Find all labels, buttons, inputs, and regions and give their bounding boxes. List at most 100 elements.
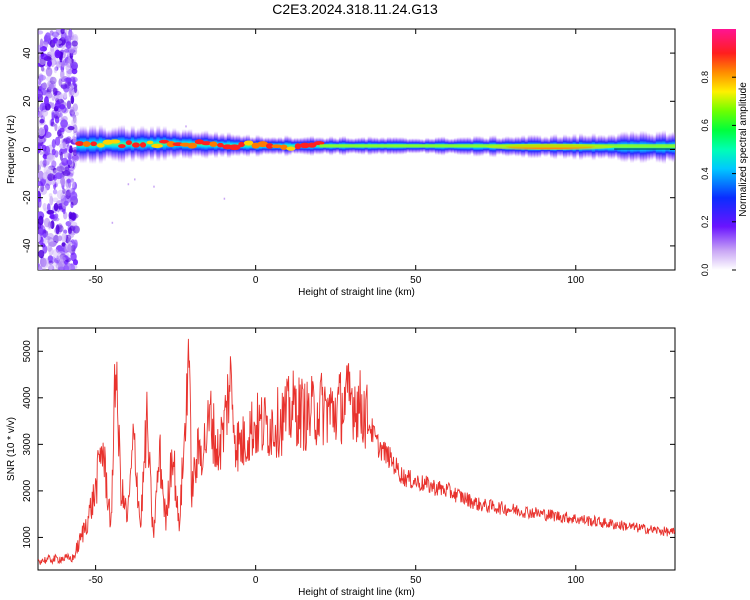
- noise-speck: [153, 185, 155, 188]
- band-peak: [166, 141, 176, 148]
- x-tick-label: 100: [567, 575, 584, 586]
- noise-speck: [38, 73, 44, 83]
- noise-speck: [65, 76, 72, 85]
- noise-speck: [63, 264, 70, 270]
- band-peak: [294, 143, 302, 150]
- noise-speck: [38, 170, 44, 180]
- noise-speck: [71, 221, 78, 227]
- band-peak: [209, 141, 218, 147]
- band-peak: [109, 139, 121, 144]
- band-peak: [280, 144, 288, 150]
- band-peak: [257, 141, 269, 148]
- band-peak: [238, 141, 245, 148]
- noise-speck: [56, 91, 62, 100]
- noise-speck: [52, 87, 58, 96]
- noise-speck: [41, 109, 49, 117]
- noise-speck: [71, 40, 78, 47]
- noise-speck: [67, 235, 71, 245]
- noise-speck: [68, 233, 74, 239]
- band-peak: [286, 146, 296, 151]
- noise-speck: [38, 164, 41, 171]
- noise-speck: [60, 83, 68, 90]
- noise-speck: [39, 118, 45, 124]
- noise-speck: [61, 242, 66, 247]
- noise-speck: [56, 166, 65, 172]
- noise-speck: [61, 232, 67, 243]
- noise-speck: [48, 256, 57, 264]
- noise-speck: [53, 177, 62, 185]
- noise-speck: [60, 177, 66, 186]
- spectrogram-area: [38, 29, 675, 270]
- noise-speck: [72, 136, 78, 144]
- noise-speck: [56, 189, 65, 200]
- noise-speck: [53, 66, 58, 74]
- noise-speck: [39, 257, 47, 268]
- noise-speck: [61, 208, 66, 213]
- noise-speck: [57, 251, 66, 257]
- noise-speck: [41, 144, 47, 152]
- noise-speck: [65, 41, 72, 50]
- noise-speck: [70, 187, 75, 195]
- noise-speck: [57, 235, 63, 242]
- noise-speck: [55, 262, 63, 270]
- noise-speck: [51, 138, 56, 149]
- chart-title: C2E3.2024.318.11.24.G13: [272, 1, 438, 17]
- noise-speck: [51, 160, 57, 168]
- noise-speck: [60, 69, 65, 80]
- noise-speck: [50, 122, 56, 127]
- x-tick-label: 50: [410, 275, 422, 286]
- noise-speck: [71, 179, 75, 189]
- noise-speck: [53, 234, 59, 244]
- noise-speck: [63, 151, 69, 158]
- noise-speck: [127, 183, 130, 186]
- band-peak: [131, 142, 140, 148]
- band-strip: [114, 126, 119, 162]
- noise-speck: [68, 218, 73, 224]
- band-peak: [200, 141, 212, 146]
- noise-speck: [60, 119, 68, 128]
- colorbar: 0.0 0.2 0.4 0.6 0.8 Normalized spectral ampl…: [700, 29, 749, 276]
- band-peak: [96, 143, 105, 148]
- spectrogram-x-ticks: -50 0 50 100: [88, 29, 585, 286]
- band-strip: [246, 134, 250, 158]
- noise-speck: [48, 241, 57, 247]
- snr-x-axis-label: Height of straight line (km): [298, 587, 415, 598]
- colorbar-tick-label: 0.0: [700, 264, 710, 277]
- noise-speck: [38, 126, 46, 137]
- noise-speck: [68, 89, 73, 98]
- noise-speck: [40, 53, 48, 60]
- noise-speck: [71, 68, 78, 75]
- y-tick-label: 0: [22, 146, 33, 152]
- noise-speck: [134, 178, 136, 181]
- noise-speck: [185, 125, 187, 128]
- noise-speck: [65, 189, 71, 200]
- x-tick-label: -50: [88, 275, 103, 286]
- noise-speck: [52, 189, 58, 195]
- noise-speck: [38, 30, 44, 35]
- band-strip: [198, 132, 202, 157]
- band-peak: [125, 140, 133, 146]
- noise-speck: [111, 221, 114, 224]
- noise-speck: [55, 100, 61, 109]
- noise-speck: [38, 224, 46, 235]
- noise-speck: [38, 144, 41, 154]
- noise-speck: [63, 229, 68, 234]
- noise-speck: [54, 172, 63, 180]
- noise-speck: [70, 244, 76, 252]
- noise-speck: [41, 68, 46, 73]
- noise-speck: [38, 78, 42, 87]
- noise-speck: [68, 31, 75, 41]
- noise-speck: [41, 89, 47, 96]
- noise-speck: [46, 203, 51, 212]
- y-tick-label: 5000: [22, 340, 33, 363]
- noise-speck: [66, 159, 73, 166]
- noise-speck: [47, 255, 54, 263]
- y-tick-label: -40: [22, 238, 33, 253]
- noise-speck: [52, 249, 59, 258]
- noise-speck: [38, 249, 45, 259]
- noise-speck: [38, 77, 42, 82]
- y-tick-label: 2000: [22, 479, 33, 502]
- noise-speck: [50, 220, 55, 230]
- noise-speck: [54, 123, 58, 132]
